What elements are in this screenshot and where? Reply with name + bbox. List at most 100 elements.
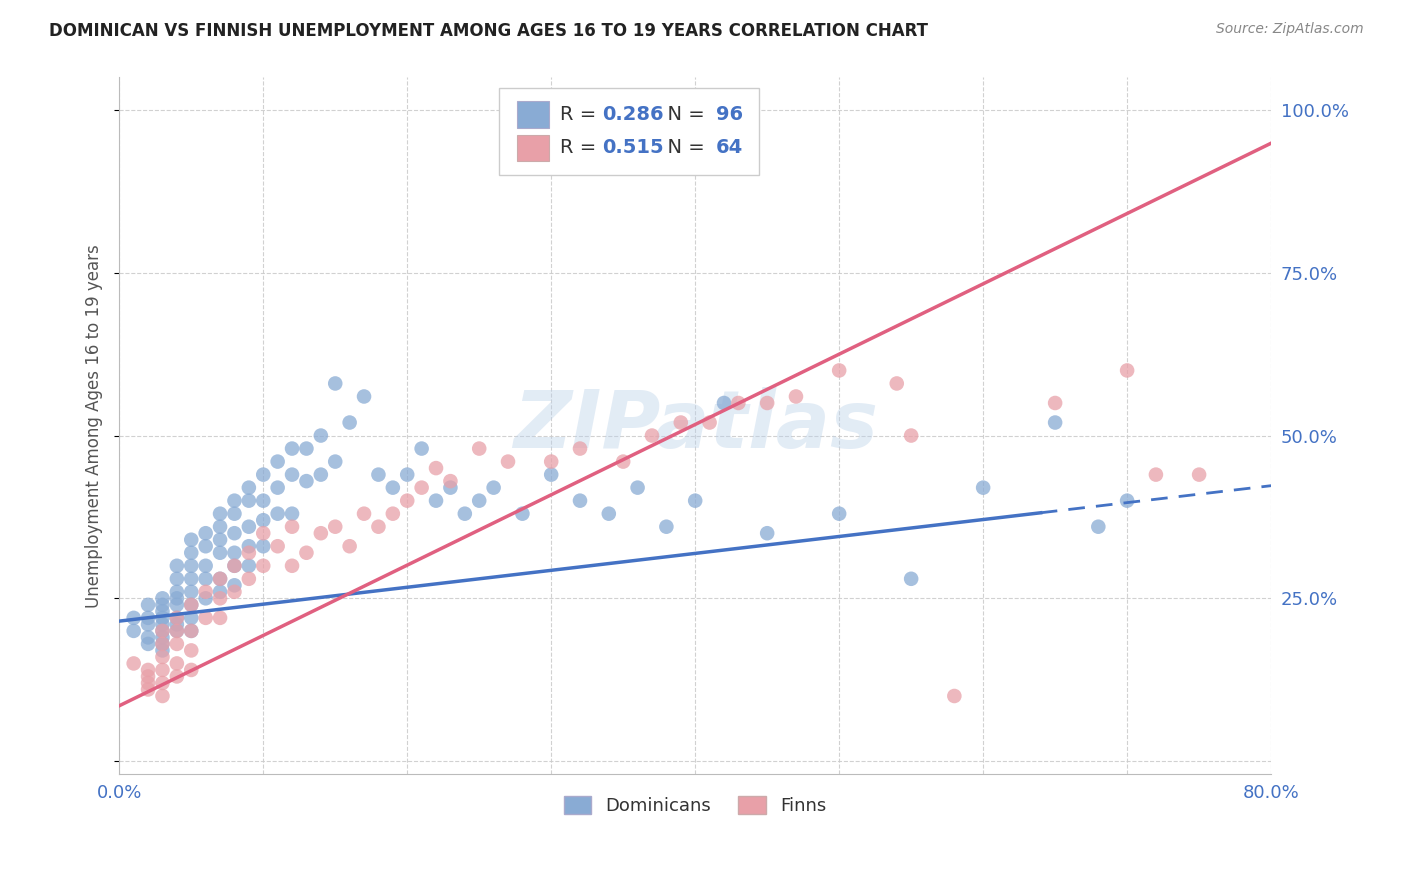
Point [496,454,519,468]
Point [1043,396,1066,410]
Point [655,519,678,533]
Point [339,539,361,553]
Point [152,611,174,625]
Point [152,663,174,677]
Point [266,454,288,468]
Text: 0.515: 0.515 [602,138,664,157]
Point [224,507,246,521]
Point [281,519,304,533]
Point [482,481,505,495]
Point [209,572,232,586]
Point [152,637,174,651]
Point [209,546,232,560]
Point [540,467,562,482]
Point [194,539,217,553]
Point [180,598,202,612]
Y-axis label: Unemployment Among Ages 16 to 19 years: Unemployment Among Ages 16 to 19 years [86,244,103,607]
Point [323,519,346,533]
Point [238,519,260,533]
Point [598,507,620,521]
Point [295,546,318,560]
Text: 64: 64 [716,138,744,157]
Point [180,533,202,547]
Point [180,624,202,638]
Point [411,481,433,495]
Point [152,631,174,645]
Point [439,474,461,488]
Point [136,669,159,683]
Point [252,493,274,508]
Point [353,389,375,403]
Point [900,572,922,586]
Point [136,611,159,625]
Point [900,428,922,442]
Point [727,396,749,410]
Point [756,396,779,410]
Point [569,442,592,456]
FancyBboxPatch shape [499,88,758,175]
Point [224,578,246,592]
Point [828,363,851,377]
Point [152,617,174,632]
Point [224,526,246,541]
Text: DOMINICAN VS FINNISH UNEMPLOYMENT AMONG AGES 16 TO 19 YEARS CORRELATION CHART: DOMINICAN VS FINNISH UNEMPLOYMENT AMONG … [49,22,928,40]
Point [295,474,318,488]
FancyBboxPatch shape [516,135,548,161]
Point [785,389,807,403]
Point [209,519,232,533]
Point [238,539,260,553]
Point [396,493,419,508]
Point [180,611,202,625]
Point [152,624,174,638]
Point [612,454,634,468]
Point [136,663,159,677]
Point [439,481,461,495]
Point [454,507,477,521]
Point [669,416,692,430]
Point [540,454,562,468]
Point [136,682,159,697]
Point [194,584,217,599]
Point [367,519,389,533]
Point [295,442,318,456]
Point [339,416,361,430]
Point [281,507,304,521]
Point [122,624,145,638]
Point [224,546,246,560]
Point [136,676,159,690]
Point [381,481,404,495]
Point [209,584,232,599]
Point [626,481,648,495]
Point [194,591,217,606]
Text: R =: R = [561,138,603,157]
Point [683,493,706,508]
Point [136,617,159,632]
Point [166,584,188,599]
Point [166,617,188,632]
Point [1188,467,1211,482]
Point [425,493,447,508]
Point [166,591,188,606]
Point [166,624,188,638]
Point [972,481,994,495]
Point [281,467,304,482]
Point [180,624,202,638]
Point [252,513,274,527]
Point [1116,363,1139,377]
Point [252,467,274,482]
Point [166,637,188,651]
Point [756,526,779,541]
Point [166,611,188,625]
Point [238,493,260,508]
Point [194,611,217,625]
Point [1043,416,1066,430]
Point [136,598,159,612]
Point [238,481,260,495]
Text: 0.286: 0.286 [602,105,664,124]
Point [252,526,274,541]
Point [266,539,288,553]
Point [224,584,246,599]
Point [1116,493,1139,508]
Point [323,376,346,391]
Point [166,611,188,625]
